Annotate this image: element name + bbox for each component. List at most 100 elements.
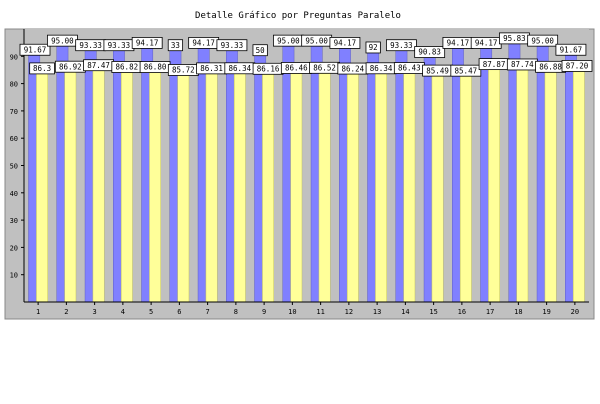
x-tick-label: 2 xyxy=(64,308,68,316)
data-label-series1: 93.33 xyxy=(390,41,413,50)
data-label-bg xyxy=(19,43,51,56)
data-label-series1-box: 91.67 xyxy=(19,43,51,56)
data-label-series2-box: 86.43 xyxy=(393,62,425,74)
x-tick-label: 12 xyxy=(345,308,353,316)
data-label-series2-box: 86.80 xyxy=(139,61,171,73)
data-label-series1-box: 33 xyxy=(167,39,184,52)
bar-series2 xyxy=(318,65,331,303)
y-tick-label: 90 xyxy=(10,53,18,61)
data-label-series1: 95.00 xyxy=(277,36,300,45)
x-tick-label: 14 xyxy=(401,308,409,316)
x-tick-label: 18 xyxy=(514,308,522,316)
y-tick-label: 80 xyxy=(10,81,18,89)
data-label-series1: 95.00 xyxy=(531,36,554,45)
data-label-series1-box: 94.17 xyxy=(188,37,220,49)
bar-series2 xyxy=(572,63,585,303)
data-label-series2: 87.20 xyxy=(566,62,589,71)
bar-series2 xyxy=(544,64,557,303)
bar-series2 xyxy=(290,65,303,303)
data-label-series1-box: 94.17 xyxy=(470,37,502,49)
data-label-series1-box: 93.33 xyxy=(216,39,248,52)
data-label-series2-box: 87.47 xyxy=(83,59,114,72)
bar-series2 xyxy=(64,64,77,303)
data-label-series1: 93.33 xyxy=(79,41,102,50)
data-label-series2-box: 86.31 xyxy=(196,62,227,75)
data-label-series1-box: 95.00 xyxy=(47,34,78,47)
data-label-series1-box: 95.83 xyxy=(499,32,530,45)
data-label-series2: 86.31 xyxy=(200,64,223,73)
data-label-series1: 92 xyxy=(369,43,378,52)
data-label-bg xyxy=(252,44,268,57)
data-label-series2-box: 86.24 xyxy=(337,62,369,75)
data-label-series1: 93.33 xyxy=(221,41,244,50)
data-label-series1: 95.00 xyxy=(51,36,74,45)
data-label-series2-box: 86.52 xyxy=(309,61,340,74)
data-label-series2-box: 85.47 xyxy=(450,64,482,77)
data-label-bg xyxy=(216,39,248,52)
data-label-series1-box: 94.17 xyxy=(131,37,163,49)
data-label-series2: 85.49 xyxy=(426,66,449,75)
y-tick-label: 30 xyxy=(10,217,18,225)
data-label-series1-box: 94.17 xyxy=(442,37,474,49)
bars xyxy=(28,40,585,303)
data-label-series2-box: 86.88 xyxy=(535,60,566,73)
data-label-series1-box: 93.33 xyxy=(75,39,107,52)
data-label-series1: 50 xyxy=(256,46,266,55)
y-tick-label: 20 xyxy=(10,244,18,252)
bar-series2 xyxy=(120,64,133,303)
data-label-series1-box: 95.00 xyxy=(527,34,559,47)
data-label-series2-box: 86.3 xyxy=(29,62,55,75)
data-label-series2: 86.16 xyxy=(257,64,280,73)
bar-series2 xyxy=(205,66,218,303)
data-label-bg xyxy=(561,60,593,72)
data-label-series1-box: 92 xyxy=(365,41,381,54)
data-label-bg xyxy=(386,39,417,52)
data-label-series2: 87.87 xyxy=(483,60,506,69)
bar-series2 xyxy=(92,62,105,303)
bar-series2 xyxy=(36,66,48,303)
data-label-bg xyxy=(329,37,361,49)
data-label-series1: 91.67 xyxy=(24,45,47,54)
x-tick-label: 5 xyxy=(149,308,153,316)
bar-series2 xyxy=(177,67,190,303)
x-tick-label: 15 xyxy=(429,308,437,316)
data-label-bg xyxy=(527,34,559,47)
x-tick-label: 1 xyxy=(36,308,40,316)
data-label-series1-box: 93.33 xyxy=(103,39,135,52)
y-axis: 10 20 30 40 50 60 70 80 90 xyxy=(10,29,25,302)
y-tick-label: 70 xyxy=(10,108,18,116)
data-label-series1: 94.17 xyxy=(447,39,470,48)
x-axis: 1 2 3 4 5 6 7 8 9 10 11 12 13 14 15 16 17 18 19 20 xyxy=(24,301,589,316)
data-label-series2: 86.34 xyxy=(229,64,252,73)
data-label-series1-box: 90.83 xyxy=(414,46,446,58)
data-label-series1: 94.17 xyxy=(334,39,357,48)
data-label-series1: 94.17 xyxy=(475,39,498,48)
data-label-series2: 86.82 xyxy=(116,63,139,72)
data-label-series2: 85.47 xyxy=(455,66,478,75)
x-tick-label: 7 xyxy=(206,308,210,316)
data-label-series2-box: 87.87 xyxy=(478,58,510,71)
bar-series2 xyxy=(488,61,500,303)
y-tick-label: 40 xyxy=(10,190,18,198)
data-label-series2: 86.24 xyxy=(342,64,365,73)
data-label-series2: 86.43 xyxy=(398,64,421,73)
x-tick-label: 13 xyxy=(373,308,381,316)
data-label-bg xyxy=(555,43,587,56)
data-label-series1: 95.83 xyxy=(503,34,526,43)
y-tick-label: 50 xyxy=(10,163,18,171)
data-label-series2-box: 86.16 xyxy=(252,62,284,75)
x-tick-label: 8 xyxy=(234,308,238,316)
data-label-series1: 93.33 xyxy=(108,41,131,50)
data-label-series1: 94.17 xyxy=(136,39,159,48)
data-label-series2-box: 86.34 xyxy=(365,62,397,75)
bar-series2 xyxy=(233,66,246,303)
data-label-series2: 86.88 xyxy=(539,63,562,72)
data-label-series2-box: 86.46 xyxy=(280,62,312,74)
data-label-series2: 86.92 xyxy=(59,62,82,71)
chart-title: Detalle Gráfico por Preguntas Paralelo xyxy=(195,11,401,21)
data-label-series2: 86.52 xyxy=(313,64,336,73)
data-label-series1: 95.00 xyxy=(305,36,328,45)
data-label-bg xyxy=(450,64,482,77)
